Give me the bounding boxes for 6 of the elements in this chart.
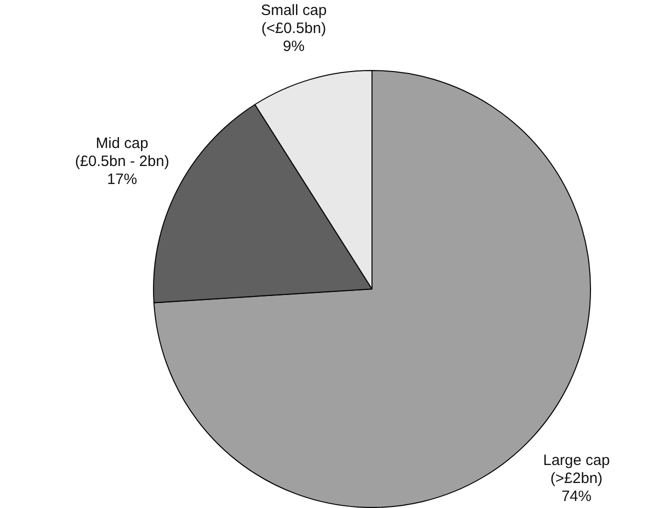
slice-label: Large cap (>£2bn) xyxy=(543,452,610,488)
slice-label: Mid cap (£0.5bn - 2bn) xyxy=(74,134,170,170)
data-label: 74% xyxy=(561,488,592,506)
data-label: 17% xyxy=(107,170,138,188)
data-label: 9% xyxy=(282,38,305,56)
slice-label: Small cap (<£0.5bn) xyxy=(260,2,327,38)
